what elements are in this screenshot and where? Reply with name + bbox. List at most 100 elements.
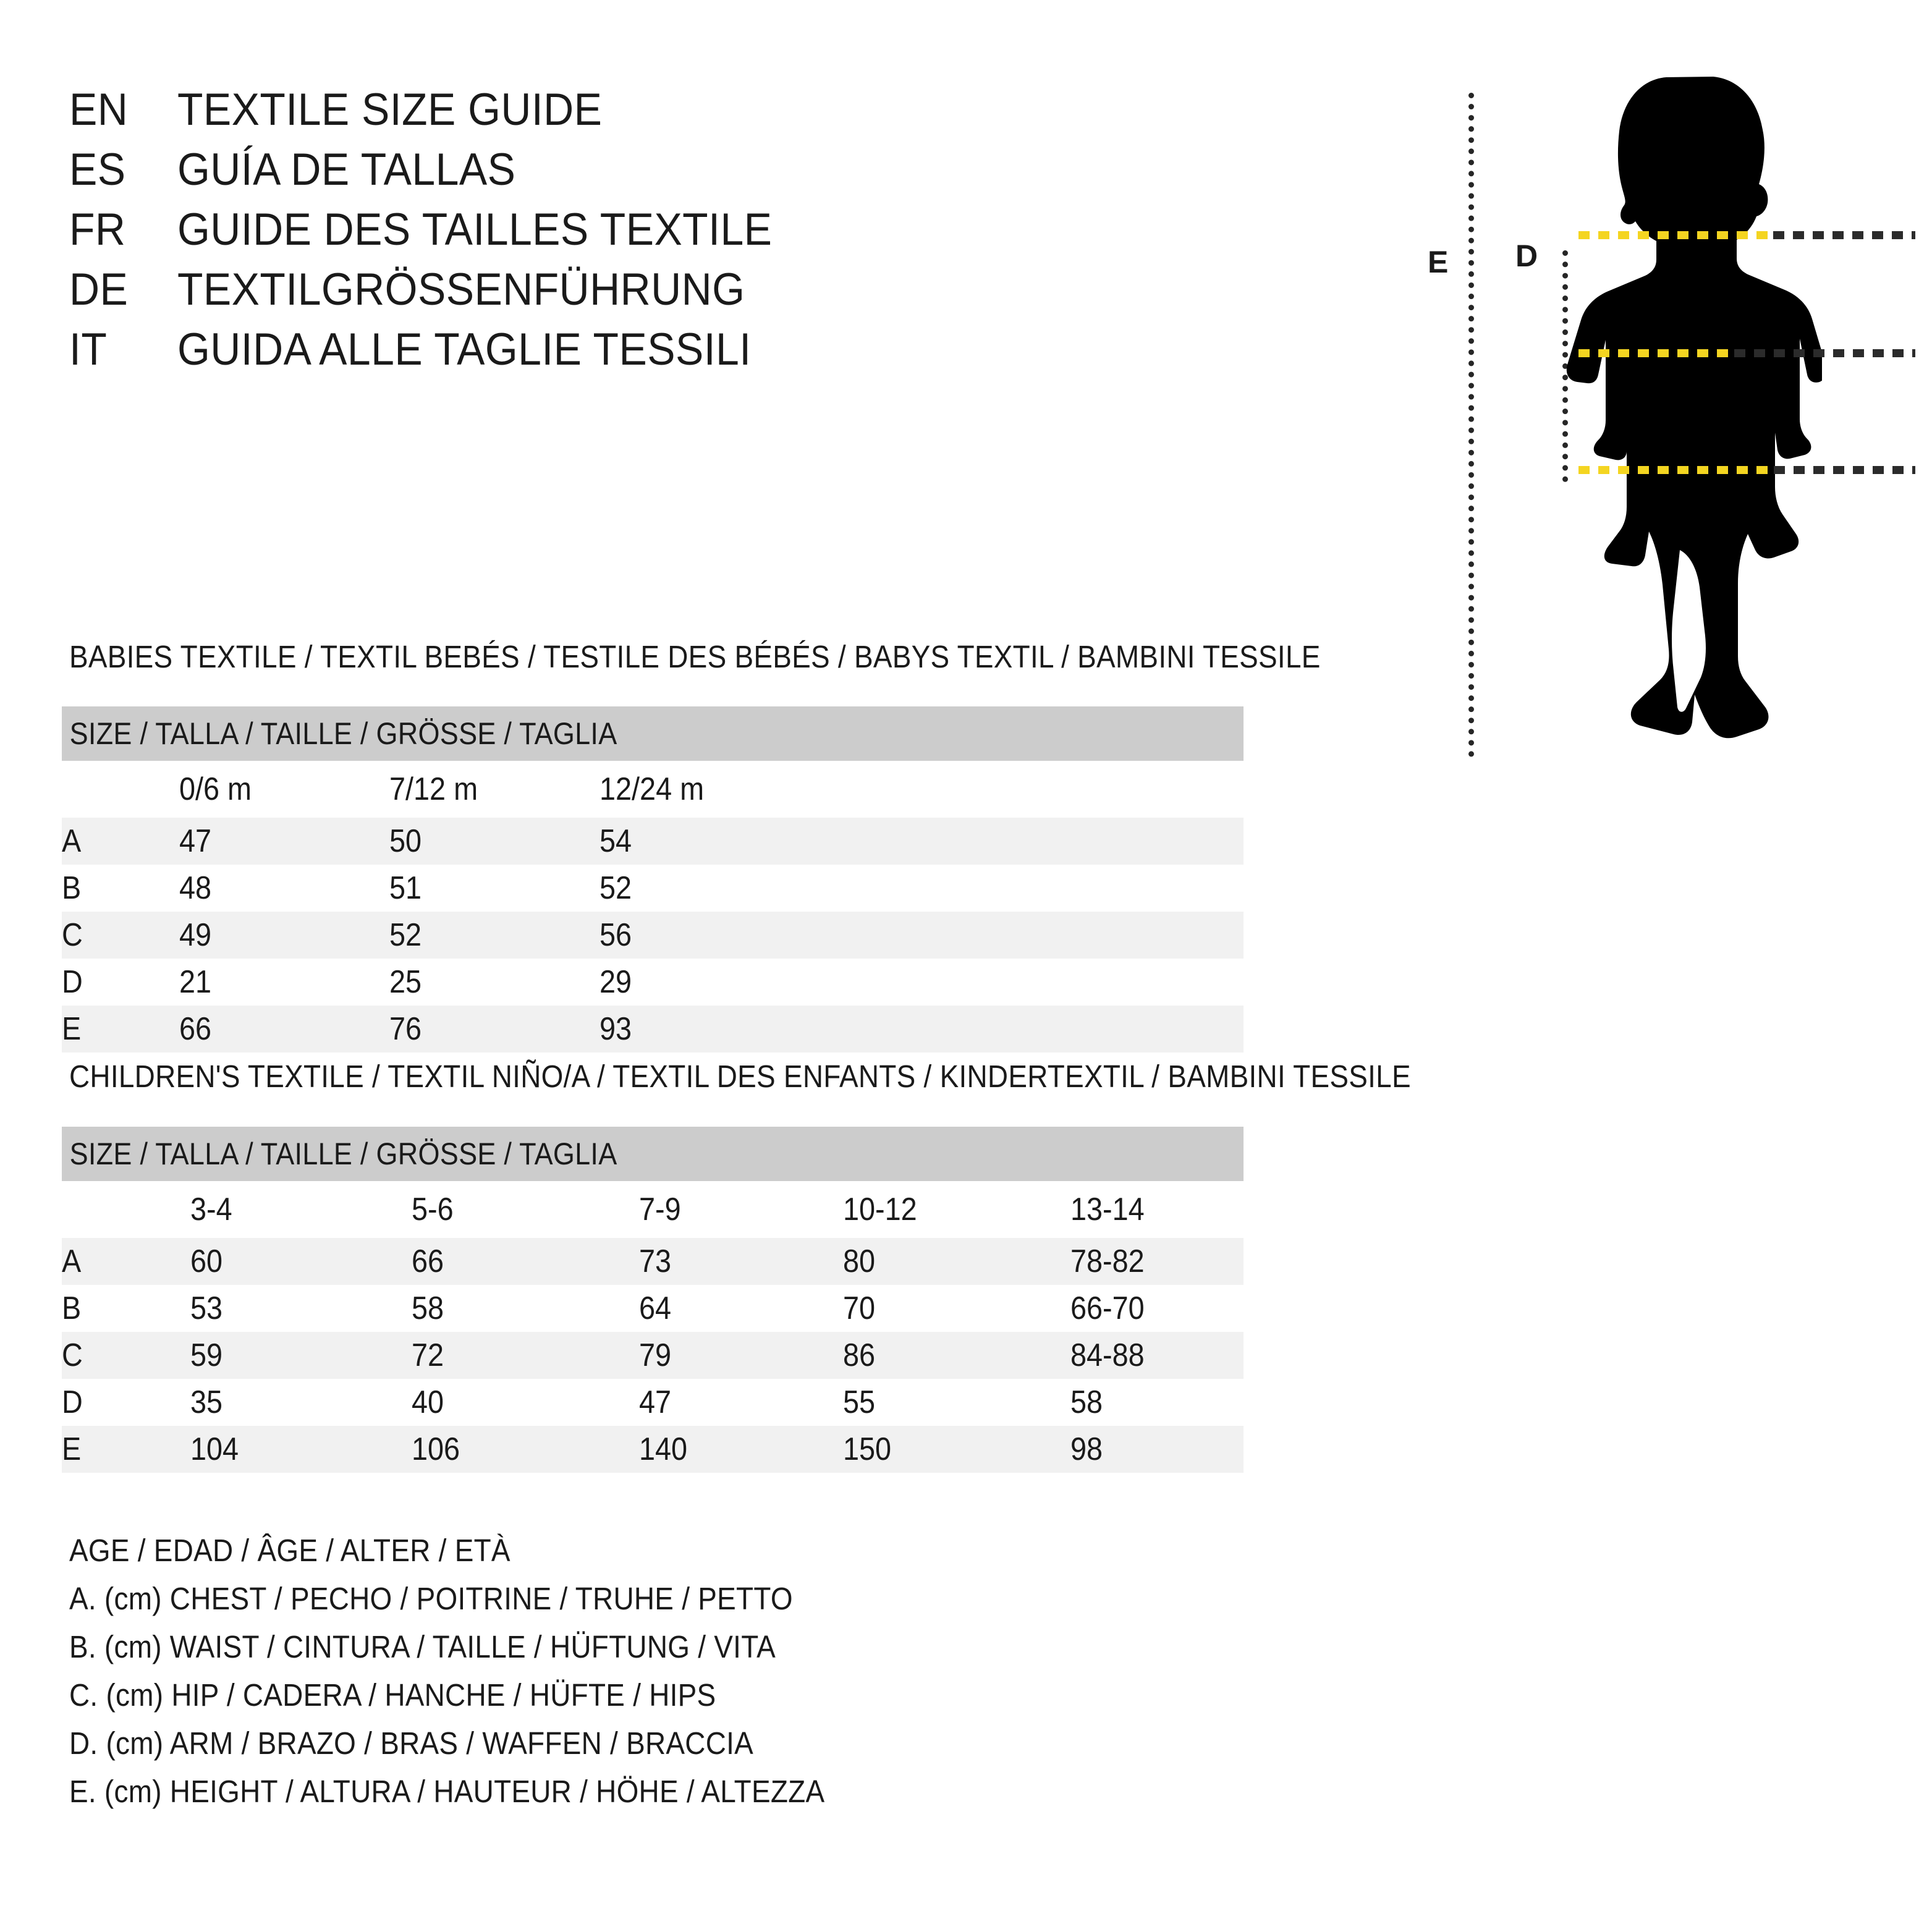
children-col-0: 3-4 xyxy=(190,1192,232,1227)
hip-dash-leader xyxy=(1774,465,1915,474)
babies-row-label-d: D xyxy=(62,964,83,1000)
legend-heading: AGE / EDAD / ÂGE / ALTER / ETÀ xyxy=(69,1533,511,1568)
babies-row-label-b: B xyxy=(62,870,82,906)
children-cell-c-1: 72 xyxy=(412,1332,639,1379)
children-cell-a-3: 80 xyxy=(843,1238,1070,1285)
babies-cell-d-2: 29 xyxy=(600,964,632,1000)
table-row: B 53 58 64 70 66-70 xyxy=(62,1285,1244,1332)
babies-cell-d-1: 25 xyxy=(389,964,422,1000)
babies-cell-d-0: 21 xyxy=(179,964,212,1000)
babies-section-title: BABIES TEXTILE / TEXTIL BEBÉS / TESTILE … xyxy=(69,639,1321,674)
children-size-table: SIZE / TALLA / TAILLE / GRÖSSE / TAGLIA … xyxy=(62,1127,1244,1473)
children-cell-e-1: 106 xyxy=(412,1426,639,1473)
babies-cell-a-2: 54 xyxy=(600,818,1244,865)
children-cell-e-3: 150 xyxy=(843,1426,1070,1473)
babies-cell-e-0: 66 xyxy=(179,1006,389,1053)
babies-column-header-row: 0/6 m 7/12 m 12/24 m xyxy=(62,761,1244,818)
children-col-4: 13-14 xyxy=(1070,1192,1145,1227)
legend-item-a: A. (cm) CHEST / PECHO / POITRINE / TRUHE… xyxy=(69,1581,793,1616)
children-col-1: 5-6 xyxy=(412,1192,454,1227)
children-band-label: SIZE / TALLA / TAILLE / GRÖSSE / TAGLIA xyxy=(69,1137,617,1171)
table-row: C 49 52 56 xyxy=(62,912,1244,959)
legend-item-b: B. (cm) WAIST / CINTURA / TAILLE / HÜFTU… xyxy=(69,1629,776,1664)
table-row: A 47 50 54 xyxy=(62,818,1244,865)
language-row-fr: FR GUIDE DES TAILLES TEXTILE xyxy=(69,204,934,264)
hip-dash-yellow xyxy=(1578,465,1774,474)
children-band-cell: SIZE / TALLA / TAILLE / GRÖSSE / TAGLIA xyxy=(62,1127,1244,1181)
children-cell-c-2: 79 xyxy=(639,1332,843,1379)
waist-dash-leader xyxy=(1734,349,1915,357)
babies-cell-c-0: 49 xyxy=(179,912,389,959)
children-cell-b-2: 64 xyxy=(639,1290,672,1326)
babies-size-table: SIZE / TALLA / TAILLE / GRÖSSE / TAGLIA … xyxy=(62,706,1244,1053)
babies-band-label: SIZE / TALLA / TAILLE / GRÖSSE / TAGLIA xyxy=(69,716,617,751)
language-title-block: EN TEXTILE SIZE GUIDE ES GUÍA DE TALLAS … xyxy=(69,84,934,384)
legend-item-d: D. (cm) ARM / BRAZO / BRAS / WAFFEN / BR… xyxy=(69,1726,754,1761)
babies-cell-b-0: 48 xyxy=(179,870,212,906)
language-code-it: IT xyxy=(69,324,108,375)
children-corner-cell xyxy=(62,1181,190,1238)
children-cell-e-0: 104 xyxy=(190,1426,412,1473)
language-code-de: DE xyxy=(69,265,129,315)
children-cell-b-0: 53 xyxy=(190,1290,223,1326)
children-col-2: 7-9 xyxy=(639,1192,681,1227)
children-cell-a-0: 60 xyxy=(190,1238,412,1285)
table-row: B 48 51 52 xyxy=(62,865,1244,912)
babies-corner-cell xyxy=(62,761,179,818)
children-col-3: 10-12 xyxy=(843,1192,917,1227)
children-cell-e-4: 98 xyxy=(1070,1426,1244,1473)
babies-col-2: 12/24 m xyxy=(600,771,705,807)
children-cell-c-4: 84-88 xyxy=(1070,1332,1244,1379)
babies-cell-a-1: 50 xyxy=(389,818,600,865)
children-cell-c-3: 86 xyxy=(843,1332,1070,1379)
children-cell-a-1: 66 xyxy=(412,1238,639,1285)
children-column-header-row: 3-4 5-6 7-9 10-12 13-14 xyxy=(62,1181,1244,1238)
child-silhouette-icon xyxy=(1566,77,1822,739)
language-row-es: ES GUÍA DE TALLAS xyxy=(69,144,934,204)
babies-cell-c-1: 52 xyxy=(389,912,600,959)
children-row-label-a: A xyxy=(62,1238,190,1285)
babies-cell-e-2: 93 xyxy=(600,1006,1244,1053)
babies-cell-b-2: 52 xyxy=(600,870,632,906)
babies-cell-c-2: 56 xyxy=(600,912,1244,959)
measurement-legend: AGE / EDAD / ÂGE / ALTER / ETÀ A. (cm) C… xyxy=(69,1527,1182,1816)
babies-row-label-e: E xyxy=(62,1006,179,1053)
children-row-label-c: C xyxy=(62,1332,190,1379)
children-cell-b-3: 70 xyxy=(843,1290,876,1326)
language-row-en: EN TEXTILE SIZE GUIDE xyxy=(69,84,934,144)
table-row: D 21 25 29 xyxy=(62,959,1244,1006)
table-row: A 60 66 73 80 78-82 xyxy=(62,1238,1244,1285)
table-row: C 59 72 79 86 84-88 xyxy=(62,1332,1244,1379)
language-title-de: TEXTILGRÖSSENFÜHRUNG xyxy=(177,265,745,315)
language-title-es: GUÍA DE TALLAS xyxy=(177,145,516,195)
figure-label-e: E xyxy=(1428,245,1449,279)
height-guide-line xyxy=(1468,93,1474,757)
chest-dash-leader xyxy=(1773,231,1915,239)
babies-cell-b-1: 51 xyxy=(389,870,422,906)
children-cell-d-1: 40 xyxy=(412,1384,444,1420)
children-cell-c-0: 59 xyxy=(190,1332,412,1379)
children-cell-e-2: 140 xyxy=(639,1426,843,1473)
chest-dash-yellow xyxy=(1578,231,1773,239)
language-code-es: ES xyxy=(69,145,126,195)
children-cell-d-2: 47 xyxy=(639,1384,672,1420)
language-title-it: GUIDA ALLE TAGLIE TESSILI xyxy=(177,324,752,375)
babies-cell-e-1: 76 xyxy=(389,1006,600,1053)
table-row: E 104 106 140 150 98 xyxy=(62,1426,1244,1473)
hip-measure-line: C xyxy=(1578,465,1932,475)
table-row: E 66 76 93 xyxy=(62,1006,1244,1053)
language-title-en: TEXTILE SIZE GUIDE xyxy=(177,85,603,135)
babies-row-label-c: C xyxy=(62,912,179,959)
children-cell-b-4: 66-70 xyxy=(1070,1290,1145,1326)
babies-band-row: SIZE / TALLA / TAILLE / GRÖSSE / TAGLIA xyxy=(62,706,1244,761)
children-band-row: SIZE / TALLA / TAILLE / GRÖSSE / TAGLIA xyxy=(62,1127,1244,1181)
children-cell-a-4: 78-82 xyxy=(1070,1238,1244,1285)
waist-dash-yellow xyxy=(1578,349,1734,357)
babies-col-1: 7/12 m xyxy=(389,771,478,807)
waist-measure-line: B xyxy=(1578,348,1932,358)
children-cell-d-3: 55 xyxy=(843,1384,876,1420)
children-cell-b-1: 58 xyxy=(412,1290,444,1326)
children-cell-d-4: 58 xyxy=(1070,1384,1103,1420)
babies-cell-a-0: 47 xyxy=(179,818,389,865)
